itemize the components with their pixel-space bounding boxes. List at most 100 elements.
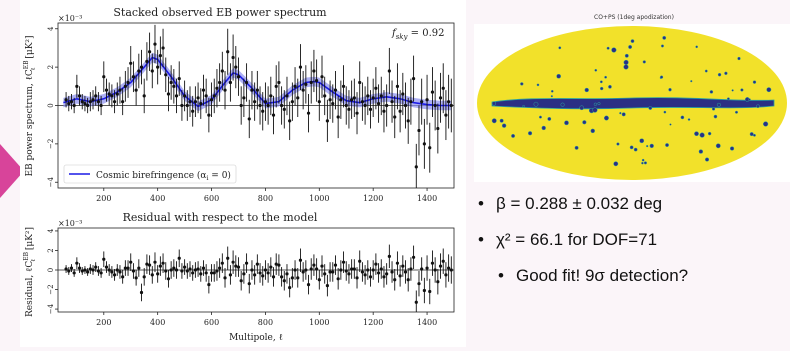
bottom-point (204, 271, 208, 275)
bottom-y-tick-label: −2 (47, 284, 55, 294)
bottom-point (328, 270, 332, 274)
top-point (80, 100, 84, 104)
point-source-mask (491, 35, 772, 167)
bottom-point (107, 268, 111, 272)
top-point (156, 65, 160, 69)
map-title: CO+PS (1deg apodization) (594, 14, 674, 21)
top-point (379, 94, 383, 98)
bottom-point (449, 268, 453, 272)
top-point (183, 94, 187, 98)
point-source-hole (621, 112, 626, 117)
bottom-x-tick-label: 200 (96, 318, 111, 327)
top-point (145, 59, 149, 63)
point-source-hole (547, 117, 552, 121)
bottom-point (395, 261, 400, 265)
bottom-point (226, 256, 230, 260)
bottom-point (406, 278, 410, 282)
eb-spectrum-figure: Stacked observed EB power spectrum ×10⁻³… (23, 6, 455, 343)
bottom-point (94, 265, 98, 269)
bottom-point (355, 276, 359, 280)
point-source-hole (629, 145, 634, 150)
bottom-point (129, 260, 133, 264)
bottom-exponent-label: ×10⁻³ (58, 219, 82, 228)
bottom-point (172, 266, 176, 270)
bottom-point (288, 285, 292, 290)
top-point (196, 96, 200, 100)
point-source-hole (648, 106, 653, 110)
top-point (352, 96, 356, 100)
top-point (207, 113, 211, 117)
bottom-point (191, 271, 195, 275)
bottom-point (137, 266, 141, 270)
bottom-point (147, 263, 152, 267)
point-source-hole (734, 110, 738, 114)
bottom-point (315, 267, 319, 271)
bottom-point (433, 268, 437, 272)
point-source-hole (556, 73, 561, 79)
bottom-point (420, 267, 424, 271)
top-point (301, 88, 305, 92)
top-point (296, 96, 300, 100)
top-point (169, 80, 173, 85)
bottom-point (86, 270, 90, 274)
point-source-hole (520, 82, 524, 86)
bottom-point (193, 268, 197, 272)
top-point (325, 119, 329, 123)
bottom-point (298, 258, 303, 262)
bottom-point (411, 255, 416, 259)
bottom-point (336, 277, 340, 281)
bottom-point (430, 261, 435, 265)
point-source-hole (538, 115, 542, 119)
bottom-point (250, 268, 254, 272)
top-point (258, 103, 262, 108)
point-source-hole (597, 102, 601, 106)
top-point (188, 100, 192, 104)
bottom-point (274, 262, 278, 266)
top-y-tick-label: 2 (47, 65, 55, 69)
point-source-hole (527, 131, 533, 136)
top-plot-title: Stacked observed EB power spectrum (113, 6, 327, 19)
bottom-point (247, 282, 251, 286)
top-point (96, 100, 101, 104)
bottom-point (344, 269, 348, 273)
top-point (242, 96, 246, 100)
top-y-tick-label: 0 (47, 103, 55, 107)
point-source-hole (709, 90, 714, 94)
bottom-point (398, 274, 402, 278)
top-point (218, 80, 222, 85)
top-point (374, 86, 378, 90)
top-point (228, 80, 233, 85)
point-source-hole (669, 123, 672, 126)
top-point (250, 88, 254, 92)
top-point (266, 103, 270, 108)
top-ylabel-sub: ℓ (30, 67, 37, 70)
bottom-point (428, 289, 432, 294)
point-source-hole (665, 143, 669, 147)
top-point (72, 103, 76, 108)
bottom-y-tick-label: 2 (47, 248, 55, 252)
top-point (110, 94, 114, 98)
fsky-annotation: fsky = 0.92 (391, 28, 445, 41)
top-x-ticks: 200 400 600 800 1000 1200 1400 (96, 188, 437, 203)
bottom-point (75, 261, 79, 265)
bottom-point (366, 268, 370, 272)
top-point (261, 109, 265, 113)
point-source-hole (608, 84, 612, 89)
point-source-hole (649, 143, 654, 149)
top-point (161, 46, 165, 50)
point-source-hole (491, 118, 497, 124)
point-source-hole (699, 132, 705, 138)
top-y-ticks: −4 −2 0 2 4 (47, 26, 58, 187)
bottom-point (309, 267, 313, 271)
top-point (422, 142, 426, 146)
point-source-hole (713, 114, 718, 119)
bottom-point (306, 283, 311, 287)
top-point (331, 101, 335, 106)
bottom-point (296, 276, 300, 280)
bottom-point (331, 270, 335, 274)
bullet-good-fit-text: Good fit! 9σ detection? (516, 266, 689, 285)
bottom-point (368, 275, 373, 279)
top-point (201, 88, 206, 92)
top-point (371, 96, 375, 100)
bottom-ylabel-main: Residual, ℓC (25, 261, 35, 317)
